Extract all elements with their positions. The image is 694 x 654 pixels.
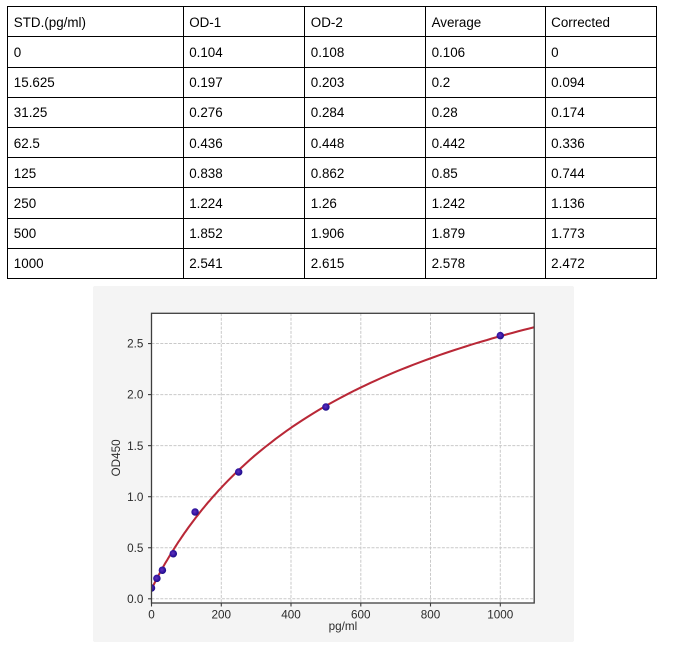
svg-text:pg/ml: pg/ml — [329, 620, 358, 633]
svg-text:800: 800 — [421, 608, 441, 621]
svg-text:0.0: 0.0 — [127, 593, 144, 606]
svg-text:1.0: 1.0 — [127, 491, 144, 504]
svg-text:2.5: 2.5 — [127, 338, 144, 351]
svg-text:200: 200 — [212, 608, 232, 621]
svg-text:OD450: OD450 — [110, 439, 123, 477]
svg-text:400: 400 — [281, 608, 301, 621]
svg-text:600: 600 — [351, 608, 371, 621]
svg-text:1000: 1000 — [487, 608, 514, 621]
svg-text:0.5: 0.5 — [127, 542, 144, 555]
svg-text:2.0: 2.0 — [127, 389, 144, 402]
svg-text:0: 0 — [148, 608, 155, 621]
svg-text:1.5: 1.5 — [127, 440, 144, 453]
